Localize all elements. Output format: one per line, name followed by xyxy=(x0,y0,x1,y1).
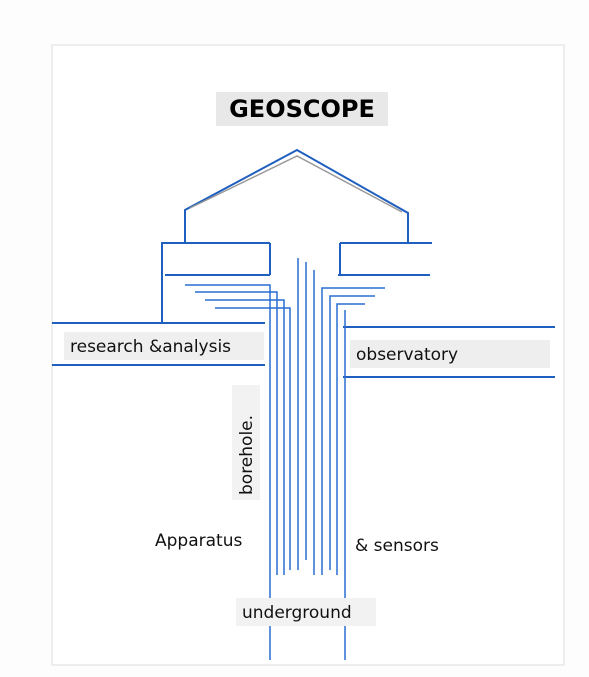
label: observatory xyxy=(356,345,458,365)
label: underground xyxy=(242,603,352,623)
label: Apparatus xyxy=(155,531,242,551)
label: & sensors xyxy=(355,536,439,556)
diagram: GEOSCOPE research &analysis observatory … xyxy=(0,0,589,677)
title: GEOSCOPE xyxy=(229,95,375,123)
label: borehole. xyxy=(237,415,257,495)
label: research &analysis xyxy=(70,337,231,357)
